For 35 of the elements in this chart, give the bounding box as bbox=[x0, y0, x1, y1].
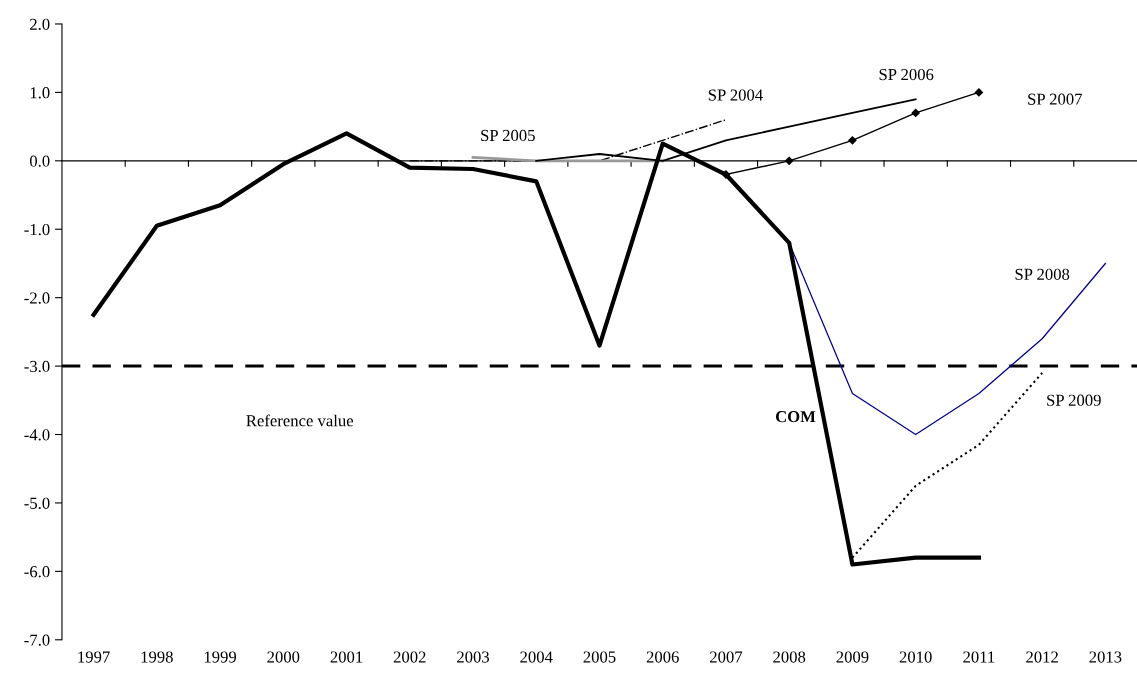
x-tick-label: 2008 bbox=[773, 651, 806, 663]
x-tick-label: 2002 bbox=[393, 651, 426, 663]
x-tick-label: 2013 bbox=[1089, 651, 1122, 663]
y-tick-label: -5.0 bbox=[24, 497, 50, 509]
x-tick-label: 2010 bbox=[899, 651, 932, 663]
x-tick-label: 2009 bbox=[836, 651, 869, 663]
series-label: SP 2009 bbox=[1047, 394, 1101, 406]
y-tick-label: 0.0 bbox=[29, 155, 50, 167]
y-tick-label: -4.0 bbox=[24, 429, 50, 441]
x-tick-label: 2012 bbox=[1026, 651, 1058, 663]
y-tick-label: 2.0 bbox=[30, 18, 50, 30]
x-tick-label: 2005 bbox=[583, 651, 616, 663]
text: SP 2007 bbox=[1028, 93, 1083, 105]
x-tick-label: 2001 bbox=[330, 651, 363, 663]
y-tick-label: -1.0 bbox=[24, 223, 50, 236]
x-tick-label: 2003 bbox=[457, 651, 490, 663]
x-tick-label: 2007 bbox=[710, 651, 743, 663]
series-label: SP 2008 bbox=[1015, 268, 1070, 280]
y-tick-label: -2.0 bbox=[24, 292, 50, 304]
y-tick-label: -3.0 bbox=[24, 360, 50, 373]
series-label: SP 2004 bbox=[708, 89, 763, 101]
x-tick-label: 1999 bbox=[204, 651, 237, 663]
x-tick-label: 1997 bbox=[78, 651, 110, 663]
y-tick-label: 1.0 bbox=[30, 87, 50, 99]
series-label: SP 2006 bbox=[879, 68, 934, 81]
x-tick-label: 2006 bbox=[646, 651, 679, 663]
series-label: SP 2005 bbox=[481, 129, 535, 142]
x-tick-label: 1998 bbox=[141, 651, 173, 663]
y-tick-label: -7.0 bbox=[24, 634, 50, 646]
ref-line-label: Reference value bbox=[246, 414, 354, 427]
y-tick-label: -6.0 bbox=[24, 566, 50, 578]
x-tick-label: 2011 bbox=[963, 651, 995, 663]
series-label: COM bbox=[775, 411, 816, 423]
x-tick-label: 2000 bbox=[267, 651, 300, 663]
x-tick-label: 2004 bbox=[520, 651, 553, 663]
